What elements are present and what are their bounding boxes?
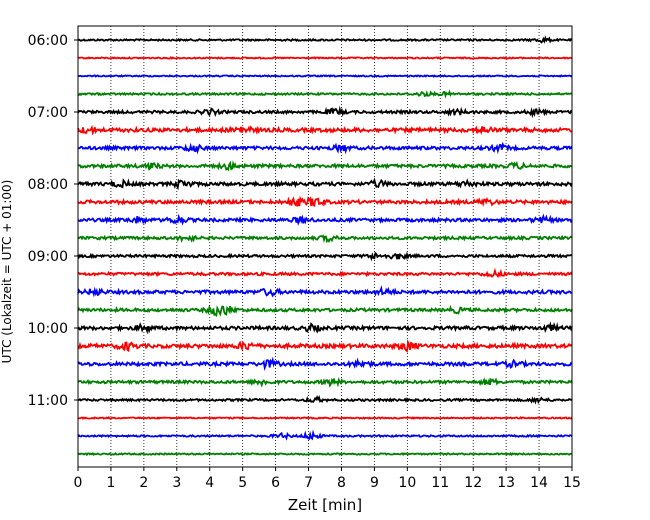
trace-0845 <box>77 234 573 244</box>
trace-0815 <box>77 195 573 208</box>
x-tick-label: 0 <box>74 475 83 491</box>
y-tick-label: 08:00 <box>28 177 68 193</box>
x-tick-label: 4 <box>205 475 214 491</box>
x-tick-label: 14 <box>530 475 548 491</box>
trace-1100 <box>77 394 573 405</box>
x-tick-label: 11 <box>431 475 449 491</box>
trace-1015 <box>77 338 573 353</box>
trace-0745 <box>77 160 573 172</box>
trace-0915 <box>77 267 573 279</box>
trace-0945 <box>77 304 573 318</box>
trace-1145 <box>77 451 573 457</box>
y-tick-label: 07:00 <box>28 105 68 121</box>
x-tick-label: 12 <box>464 475 482 491</box>
x-tick-label: 8 <box>337 475 346 491</box>
y-tick-label: 09:00 <box>28 249 68 265</box>
x-tick-label: 3 <box>172 475 181 491</box>
x-tick-label: 2 <box>139 475 148 491</box>
x-tick-label: 5 <box>238 475 247 491</box>
trace-0715 <box>77 124 573 136</box>
y-axis-label: UTC (Lokalzeit = UTC + 01:00) <box>0 180 14 364</box>
trace-0600 <box>77 35 573 44</box>
y-tick-label: 10:00 <box>28 321 68 337</box>
trace-0700 <box>77 105 573 119</box>
trace-0800 <box>77 177 573 191</box>
trace-1045 <box>77 377 573 388</box>
x-tick-label: 7 <box>304 475 313 491</box>
y-tick-label: 11:00 <box>28 393 68 409</box>
trace-0830 <box>77 213 573 226</box>
trace-0730 <box>77 141 573 155</box>
x-axis-label: Zeit [min] <box>288 496 362 514</box>
y-tick-label: 06:00 <box>28 33 68 49</box>
x-tick-label: 6 <box>271 475 280 491</box>
x-tick-label: 13 <box>497 475 515 491</box>
trace-1030 <box>77 356 573 372</box>
x-axis: 0 1 2 3 4 5 6 7 8 9 10 11 12 13 14 15 <box>74 467 581 491</box>
y-axis: 06:00 07:00 08:00 09:00 10:00 11:00 <box>28 33 78 409</box>
trace-1130 <box>77 429 573 441</box>
trace-group <box>77 35 573 457</box>
x-tick-label: 9 <box>370 475 379 491</box>
plot-frame <box>77 25 573 468</box>
trace-0630 <box>77 74 573 78</box>
x-tick-label: 15 <box>563 475 581 491</box>
trace-0645 <box>77 89 573 99</box>
trace-0615 <box>77 56 573 60</box>
trace-0930 <box>77 285 573 298</box>
trace-1000 <box>77 321 573 335</box>
trace-0900 <box>77 251 573 262</box>
trace-1115 <box>77 416 573 420</box>
x-tick-label: 10 <box>398 475 416 491</box>
x-tick-label: 1 <box>106 475 115 491</box>
